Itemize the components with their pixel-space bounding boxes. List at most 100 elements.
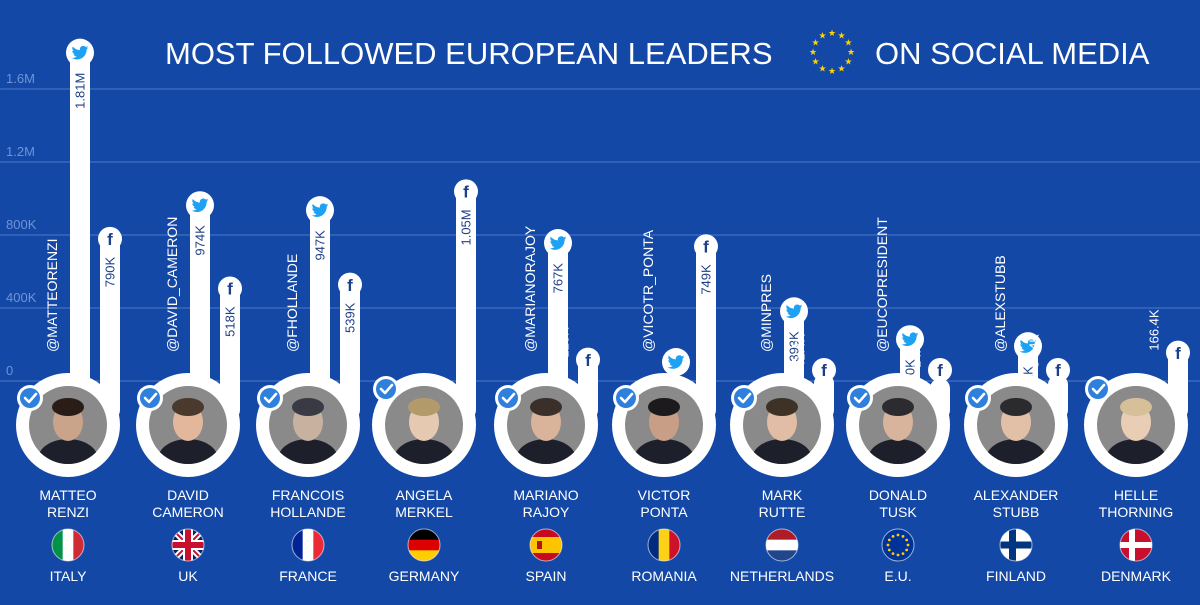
country-label: FINLAND	[986, 568, 1046, 584]
country-label: DENMARK	[1101, 568, 1172, 584]
twitter-icon	[191, 198, 209, 213]
leader-name-line2: RAJOY	[523, 504, 570, 520]
twitter-handle: @MARIANORAJOY	[522, 225, 538, 352]
twitter-value-label: 947K	[313, 230, 328, 261]
facebook-bar	[696, 244, 716, 420]
verified-icon	[376, 379, 396, 399]
eu-star-icon: ★	[837, 63, 845, 73]
chart-title-right: ON SOCIAL MEDIA	[875, 36, 1150, 71]
y-tick-label: 1.2M	[6, 144, 35, 159]
verified-icon	[850, 388, 870, 408]
checkmark-icon	[263, 392, 278, 404]
suit-shape	[394, 439, 454, 464]
hair-shape	[292, 398, 324, 416]
facebook-bar-cap	[338, 272, 362, 297]
leader-name-line1: VICTOR	[638, 487, 691, 503]
facebook-icon: f	[1055, 361, 1061, 380]
eu-stars-icon: ★ ★★★★★★★★★★★	[809, 28, 855, 76]
leader-photo	[1097, 386, 1175, 464]
twitter-icon	[549, 236, 567, 250]
verified-icon	[20, 388, 40, 408]
leader-column: f 1.05M	[372, 179, 478, 477]
twitter-value-label: 393K	[787, 331, 802, 362]
eu-star-icon: ★	[818, 31, 826, 41]
suit-shape	[516, 439, 576, 464]
leader-column: 202Kf34.4K@ALEXSTUBB	[964, 255, 1070, 477]
italy-flag-icon	[52, 529, 84, 561]
leader-name-line1: HELLE	[1114, 487, 1158, 503]
eu-star-icon: ★	[837, 31, 845, 41]
facebook-icon: f	[821, 361, 827, 380]
leader-name-line2: THORNING	[1099, 504, 1174, 520]
eu-star-icon: ★	[844, 57, 852, 67]
suit-shape	[868, 439, 928, 464]
leader-name-line1: MARK	[762, 487, 803, 503]
eu-star-icon: ★	[812, 57, 820, 67]
facebook-icon: f	[347, 276, 353, 295]
facebook-value-label: 128K	[557, 327, 572, 358]
twitter-handle: @MINPRES	[758, 274, 774, 352]
checkmark-icon	[501, 392, 516, 404]
verified-icon	[140, 388, 160, 408]
twitter-handle: @ALEXSTUBB	[992, 255, 1008, 352]
leader-name-line1: DONALD	[869, 487, 927, 503]
hair-shape	[172, 398, 204, 416]
germany-flag-icon	[408, 529, 440, 561]
leader-photo	[743, 386, 821, 464]
eu-star-icon: ★	[818, 63, 826, 73]
suit-shape	[278, 439, 338, 464]
hair-shape	[648, 398, 680, 416]
y-tick-label: 400K	[6, 290, 37, 305]
denmark-flag-icon	[1120, 529, 1152, 561]
hair-shape	[52, 398, 84, 416]
facebook-icon: f	[937, 361, 943, 380]
facebook-value-label: 166.4K	[1147, 309, 1162, 351]
twitter-icon	[901, 332, 919, 346]
hair-shape	[882, 398, 914, 416]
leader-name-line2: HOLLANDE	[270, 504, 345, 520]
leader-photo	[149, 386, 227, 464]
checkmark-icon	[143, 392, 158, 404]
y-tick-label: 1.6M	[6, 71, 35, 86]
eu-flag-icon	[882, 529, 914, 561]
eu-star-icon: ★	[844, 38, 852, 48]
country-label: ITALY	[50, 568, 87, 584]
twitter-handle: @VICOTR_PONTA	[640, 229, 656, 352]
twitter-icon	[311, 203, 329, 217]
checkmark-icon	[379, 383, 394, 395]
eu-star-icon: ★	[809, 47, 817, 57]
leader-column: 974K f 518K @DAVID_CAMERON	[136, 191, 242, 477]
facebook-value-label: 34.4K	[1027, 334, 1042, 368]
suit-shape	[1106, 439, 1166, 464]
twitter-value-label: 767K	[551, 263, 566, 294]
facebook-bar-cap	[694, 234, 718, 259]
verified-icon	[616, 388, 636, 408]
twitter-handle: @MATTEORENZI	[44, 238, 60, 352]
leader-photo	[29, 386, 107, 464]
facebook-bar-cap	[454, 179, 478, 204]
leader-name-line2: PONTA	[640, 504, 688, 520]
leader-name-line2: CAMERON	[152, 504, 224, 520]
country-label: FRANCE	[279, 568, 337, 584]
eu-star-icon: ★	[828, 28, 836, 38]
facebook-icon: f	[703, 237, 709, 256]
twitter-icon	[667, 355, 685, 369]
leader-column: 947K f 539K @FHOLLANDE	[256, 196, 362, 477]
suit-shape	[634, 439, 694, 464]
verified-icon	[1088, 379, 1108, 399]
leader-name-line2: TUSK	[879, 504, 917, 520]
facebook-value-label: 790K	[103, 257, 118, 288]
facebook-bar-cap	[218, 276, 242, 301]
leader-column: 393K f 41.4K @MINPRES	[730, 274, 836, 477]
leader-column: 767K f 128K @MARIANORAJOY	[494, 225, 600, 477]
y-tick-label: 0	[6, 363, 13, 378]
leader-name-line2: MERKEL	[395, 504, 453, 520]
country-label: E.U.	[884, 568, 911, 584]
verified-icon	[734, 388, 754, 408]
twitter-value-label: 974K	[193, 225, 208, 256]
uk-flag-icon	[172, 529, 204, 561]
checkmark-icon	[737, 392, 752, 404]
twitter-value-label: 1.81M	[73, 73, 88, 109]
